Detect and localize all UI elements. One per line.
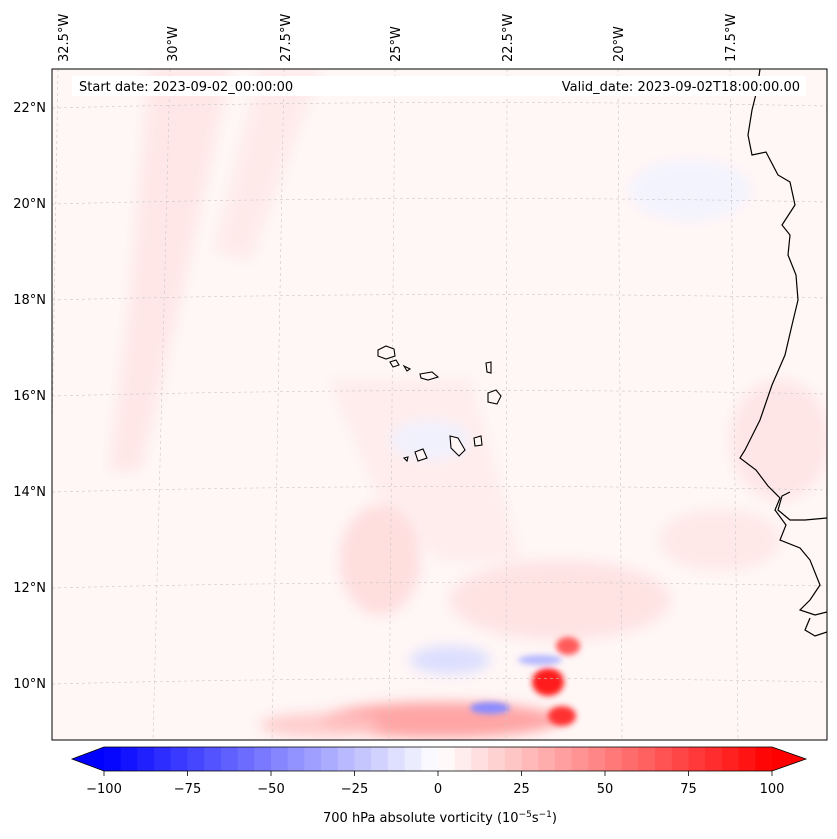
colorbar-cell bbox=[237, 747, 255, 771]
colorbar-cell bbox=[571, 747, 589, 771]
colorbar-cell bbox=[387, 747, 406, 771]
colorbar-cell bbox=[421, 747, 439, 771]
lon-label: 22.5°W bbox=[501, 14, 516, 62]
colorbar-title: 700 hPa absolute vorticity (10−5s−1) bbox=[323, 810, 557, 826]
colorbar-cell bbox=[104, 747, 122, 771]
vorticity-cores bbox=[470, 637, 580, 726]
colorbar-cell bbox=[321, 747, 339, 771]
colorbar-cell bbox=[471, 747, 489, 771]
lat-label: 16°N bbox=[13, 389, 46, 404]
colorbar-cell bbox=[521, 747, 539, 771]
colorbar-cell bbox=[337, 747, 356, 771]
lon-label: 25°W bbox=[389, 26, 404, 62]
coastline bbox=[739, 69, 827, 637]
colorbar-cell bbox=[738, 747, 756, 771]
lat-label: 22°N bbox=[13, 101, 46, 116]
colorbar-cell bbox=[554, 747, 573, 771]
colorbar-tick-label: −25 bbox=[341, 782, 368, 797]
header-box bbox=[72, 76, 806, 96]
colorbar-cell bbox=[304, 747, 322, 771]
lon-label: 20°W bbox=[612, 26, 627, 62]
latitude-labels: 22°N 20°N 18°N 16°N 14°N 12°N 10°N bbox=[13, 101, 46, 692]
colorbar-cell bbox=[721, 747, 740, 771]
colorbar-tick-label: −100 bbox=[86, 782, 122, 797]
map-panel bbox=[52, 69, 827, 740]
colorbar-ticks: −100 −75 −50 −25 0 25 50 75 100 bbox=[86, 771, 784, 797]
colorbar-cell bbox=[371, 747, 389, 771]
colorbar-cell bbox=[488, 747, 506, 771]
lat-label: 10°N bbox=[13, 677, 46, 692]
lon-label: 17.5°W bbox=[724, 14, 739, 62]
colorbar-tick-label: 50 bbox=[597, 782, 614, 797]
colorbar-cell bbox=[187, 747, 205, 771]
colorbar-max-extend bbox=[772, 747, 806, 771]
colorbar-cell bbox=[120, 747, 138, 771]
colorbar-cell bbox=[354, 747, 372, 771]
colorbar-cell bbox=[621, 747, 639, 771]
colorbar-cell bbox=[287, 747, 305, 771]
colorbar-cell bbox=[688, 747, 706, 771]
colorbar-cells bbox=[104, 747, 773, 771]
colorbar-tick-label: −75 bbox=[174, 782, 201, 797]
colorbar: −100 −75 −50 −25 0 25 50 75 100 700 hPa absolute… bbox=[70, 746, 808, 826]
colorbar-cell bbox=[755, 747, 773, 771]
colorbar-min-extend bbox=[72, 747, 104, 771]
colorbar-cell bbox=[220, 747, 239, 771]
cape-verde-islands bbox=[377, 345, 502, 463]
lat-label: 20°N bbox=[13, 197, 46, 212]
lon-label: 27.5°W bbox=[279, 14, 294, 62]
colorbar-cell bbox=[605, 747, 623, 771]
start-date-label: Start date: 2023-09-02_00:00:00 bbox=[79, 80, 293, 95]
colorbar-cell bbox=[671, 747, 690, 771]
colorbar-tick-label: 0 bbox=[434, 782, 442, 797]
lon-label: 32.5°W bbox=[57, 14, 72, 62]
colorbar-cell bbox=[638, 747, 656, 771]
colorbar-cell bbox=[438, 747, 456, 771]
colorbar-cell bbox=[655, 747, 673, 771]
colorbar-cell bbox=[137, 747, 155, 771]
colorbar-cell bbox=[254, 747, 272, 771]
colorbar-cell bbox=[705, 747, 723, 771]
colorbar-cell bbox=[170, 747, 189, 771]
colorbar-tick-label: 75 bbox=[680, 782, 697, 797]
colorbar-cell bbox=[204, 747, 222, 771]
colorbar-tick-label: −50 bbox=[257, 782, 284, 797]
colorbar-tick-label: 100 bbox=[760, 782, 785, 797]
colorbar-cell bbox=[271, 747, 289, 771]
colorbar-cell bbox=[454, 747, 472, 771]
colorbar-cell bbox=[404, 747, 422, 771]
lat-label: 14°N bbox=[13, 485, 46, 500]
colorbar-cell bbox=[588, 747, 606, 771]
longitude-labels: 32.5°W 30°W 27.5°W 25°W 22.5°W 20°W 17.5… bbox=[57, 14, 739, 62]
lat-label: 12°N bbox=[13, 581, 46, 596]
colorbar-cell bbox=[504, 747, 523, 771]
colorbar-cell bbox=[538, 747, 556, 771]
valid-date-label: Valid_date: 2023-09-02T18:00:00.00 bbox=[562, 80, 800, 95]
vorticity-field bbox=[110, 69, 827, 738]
graticule bbox=[52, 69, 827, 740]
colorbar-tick-label: 25 bbox=[513, 782, 530, 797]
map-frame bbox=[51, 68, 828, 741]
lat-label: 18°N bbox=[13, 293, 46, 308]
colorbar-cell bbox=[154, 747, 172, 771]
lon-label: 30°W bbox=[166, 26, 181, 62]
